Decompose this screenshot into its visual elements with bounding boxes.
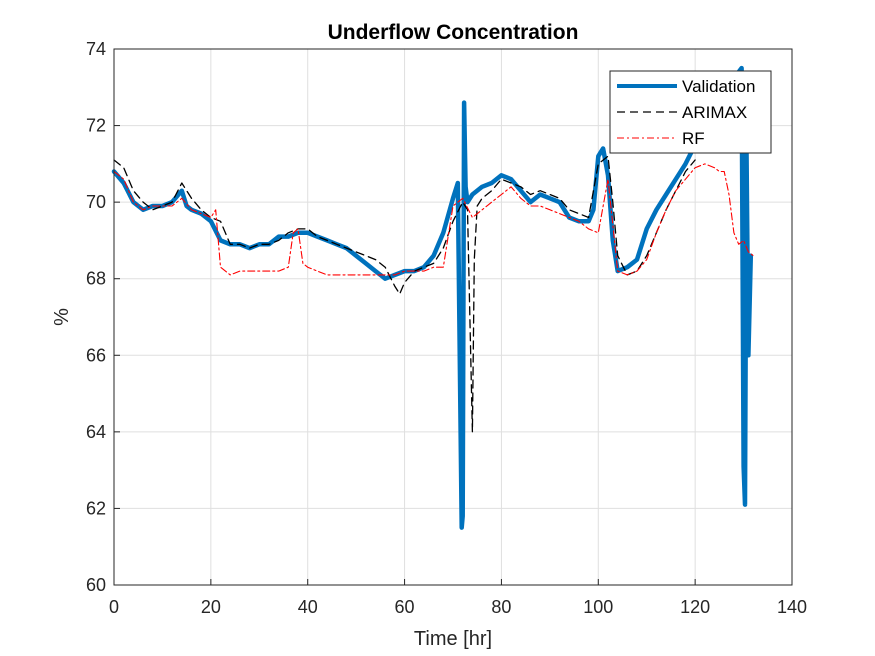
x-tick-label: 0 (109, 597, 119, 617)
series-line-arimax (113, 155, 696, 433)
axes-box (113, 48, 793, 586)
legend-label-rf: RF (682, 129, 705, 148)
x-tick-label: 40 (298, 597, 318, 617)
x-axis-label: Time [hr] (414, 628, 492, 650)
y-tick-label: 66 (86, 345, 106, 365)
ticks: 0 20 40 60 80 100 120 140 60 62 64 66 68 70 72 74 (86, 39, 807, 617)
y-tick-label: 74 (86, 39, 106, 59)
y-tick-label: 72 (86, 116, 106, 136)
legend-label-validation: Validation (682, 77, 755, 96)
x-tick-label: 140 (777, 597, 807, 617)
legend: Validation ARIMAX RF (609, 70, 772, 154)
legend-label-arimax: ARIMAX (682, 103, 747, 122)
series-line-rf (113, 163, 754, 276)
y-axis-label: % (51, 308, 73, 326)
y-tick-label: 70 (86, 192, 106, 212)
y-tick-label: 60 (86, 575, 106, 595)
y-tick-label: 64 (86, 422, 106, 442)
y-tick-label: 68 (86, 269, 106, 289)
plot-area (111, 65, 754, 530)
x-tick-label: 120 (680, 597, 710, 617)
x-tick-label: 100 (583, 597, 613, 617)
series-line-validation (111, 65, 754, 530)
y-tick-label: 62 (86, 498, 106, 518)
x-tick-label: 80 (491, 597, 511, 617)
x-tick-label: 20 (201, 597, 221, 617)
x-tick-label: 60 (395, 597, 415, 617)
chart-title: Underflow Concentration (328, 21, 579, 44)
